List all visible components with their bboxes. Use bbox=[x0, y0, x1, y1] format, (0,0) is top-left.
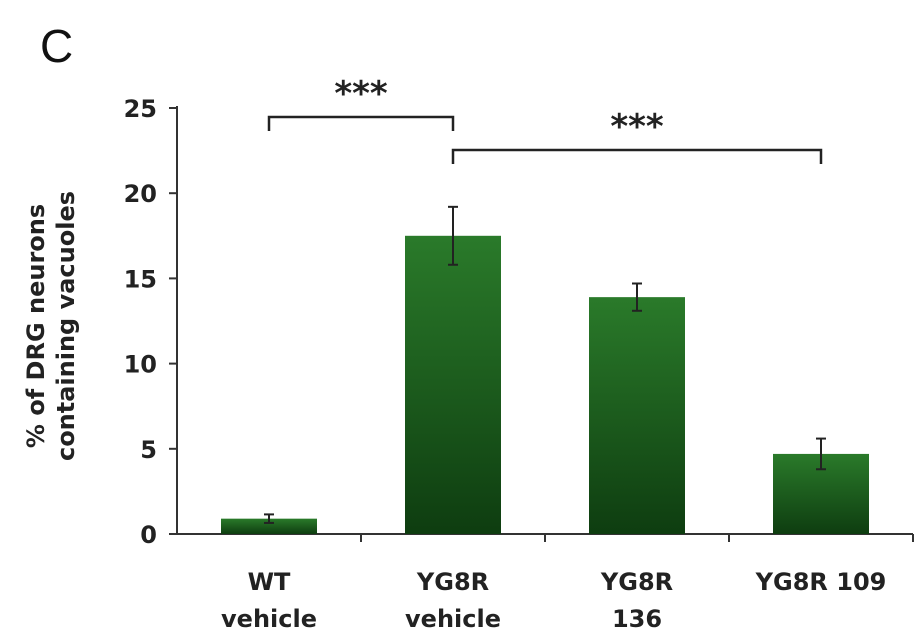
x-category-label: YG8R 136 bbox=[600, 568, 673, 633]
significance-bracket bbox=[451, 148, 823, 164]
y-axis-title: % of DRG neuronscontaining vacuoles bbox=[22, 191, 80, 461]
y-axis-title-line: containing vacuoles bbox=[52, 191, 80, 461]
x-category-label-line: vehicle bbox=[405, 605, 501, 633]
y-tick-label: 5 bbox=[140, 436, 157, 464]
y-tick-label: 20 bbox=[124, 180, 157, 208]
x-category-label: YG8R 109 bbox=[755, 568, 887, 596]
y-tick-label: 25 bbox=[124, 95, 157, 123]
x-category-label-line: vehicle bbox=[221, 605, 317, 633]
y-tick-label: 0 bbox=[140, 521, 157, 549]
bar bbox=[221, 518, 317, 534]
panel-label: C bbox=[40, 20, 73, 72]
significance-label: *** bbox=[334, 74, 388, 114]
x-category-label-line: WT bbox=[248, 568, 291, 596]
bars bbox=[221, 205, 869, 535]
significance-label: *** bbox=[610, 107, 664, 147]
x-category-label-line: YG8R bbox=[600, 568, 673, 596]
y-axis-title-line: % of DRG neurons bbox=[22, 204, 50, 448]
y-axis-label: % of DRG neuronscontaining vacuoles bbox=[22, 191, 80, 461]
y-tick-label: 10 bbox=[124, 351, 157, 379]
x-category-label: YG8R vehicle bbox=[405, 568, 501, 633]
x-category-label: WT vehicle bbox=[221, 568, 317, 633]
significance-bracket bbox=[267, 115, 455, 131]
category-labels: WT vehicle YG8R vehicle YG8R 136 YG8R 109 bbox=[221, 568, 886, 633]
x-category-label-line: YG8R 109 bbox=[755, 568, 887, 596]
x-category-label-line: YG8R bbox=[416, 568, 489, 596]
x-category-label-line: 136 bbox=[612, 605, 662, 633]
bar bbox=[589, 297, 685, 534]
bar bbox=[405, 235, 501, 535]
significance-brackets: *** *** bbox=[267, 74, 823, 164]
y-tick-label: 15 bbox=[124, 265, 157, 293]
